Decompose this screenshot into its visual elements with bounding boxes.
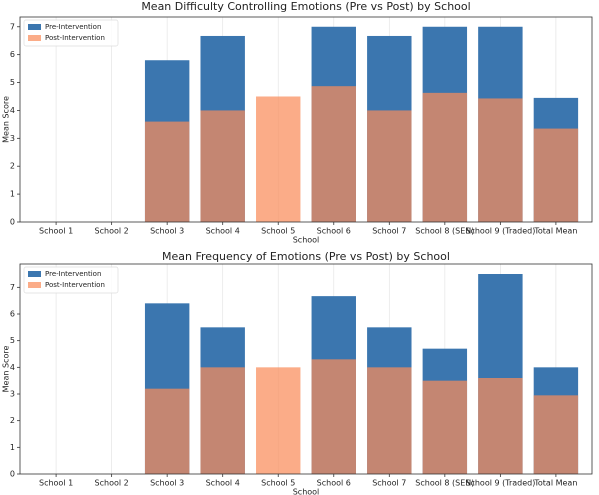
x-tick-label: School 8 (SEN) — [415, 479, 474, 488]
x-tick-label: School 3 — [150, 479, 184, 488]
legend-label: Post-Intervention — [45, 281, 105, 289]
bar — [422, 92, 468, 222]
y-tick-label: 5 — [10, 336, 15, 345]
bar — [311, 86, 356, 222]
x-tick-label: School 1 — [39, 227, 73, 236]
bar — [144, 388, 190, 474]
bar — [144, 121, 190, 222]
x-tick-label: Total Mean — [533, 479, 577, 488]
y-tick-label: 0 — [10, 470, 15, 479]
chart: 0 1 2 3 4 5 6 7 School 1 School 2 School 3 School 4… — [2, 250, 593, 495]
legend-label: Pre-Intervention — [45, 270, 101, 278]
x-tick-label: School 6 — [317, 227, 351, 236]
chart-title: Mean Difficulty Controlling Emotions (Pr… — [141, 0, 470, 13]
y-tick-label: 2 — [10, 416, 15, 425]
x-tick-label: School 2 — [95, 227, 129, 236]
y-tick-label: 4 — [10, 363, 15, 372]
x-axis-label: School — [293, 488, 320, 495]
x-tick-label: School 8 (SEN) — [415, 227, 474, 236]
x-tick-label: School 4 — [206, 479, 240, 488]
plot-frame — [19, 16, 593, 223]
y-tick-label: 3 — [10, 134, 15, 143]
bar — [311, 359, 356, 474]
x-tick-label: School 7 — [372, 227, 406, 236]
bar — [200, 367, 245, 474]
x-tick-label: School 9 (Traded) — [465, 479, 535, 488]
bar — [422, 380, 468, 474]
y-tick-label: 7 — [10, 283, 15, 292]
x-tick-label: School 5 — [261, 479, 295, 488]
y-tick-label: 0 — [10, 218, 15, 227]
y-tick-label: 1 — [10, 443, 15, 452]
x-axis-label: School — [293, 236, 320, 245]
x-tick-label: School 4 — [206, 227, 240, 236]
y-tick-label: 6 — [10, 310, 15, 319]
x-tick-label: School 6 — [317, 479, 351, 488]
bar — [367, 367, 412, 474]
bar — [478, 378, 523, 474]
bar — [367, 110, 412, 222]
x-tick-label: School 2 — [95, 479, 129, 488]
x-tick-label: School 5 — [261, 227, 295, 236]
chart-title: Mean Frequency of Emotions (Pre vs Post)… — [162, 250, 450, 263]
bar — [533, 128, 579, 222]
x-tick-label: School 9 (Traded) — [465, 227, 535, 236]
y-tick-label: 7 — [10, 22, 15, 31]
x-tick-label: School 1 — [39, 479, 73, 488]
legend-swatch — [28, 24, 41, 30]
chart: 0 1 2 3 4 5 6 7 School 1 School 2 School 3 School 4… — [2, 0, 593, 245]
legend-label: Post-Intervention — [45, 34, 105, 42]
x-tick-label: School 7 — [372, 479, 406, 488]
bar — [256, 96, 301, 222]
legend-box — [23, 19, 119, 47]
y-tick-label: 1 — [10, 190, 15, 199]
y-axis-label: Mean Score — [2, 96, 11, 143]
x-tick-label: Total Mean — [533, 227, 577, 236]
legend-swatch — [28, 282, 41, 288]
x-tick-label: School 3 — [150, 227, 184, 236]
y-tick-label: 5 — [10, 78, 15, 87]
legend-swatch — [28, 271, 41, 277]
y-tick-label: 3 — [10, 390, 15, 399]
bar — [256, 367, 301, 474]
bar — [478, 98, 523, 222]
legend-box — [23, 266, 119, 294]
legend-label: Pre-Intervention — [45, 23, 101, 31]
y-tick-label: 6 — [10, 50, 15, 59]
legend-swatch — [28, 35, 41, 41]
y-axis-label: Mean Score — [2, 346, 11, 393]
bar — [200, 110, 245, 222]
y-tick-label: 2 — [10, 162, 15, 171]
plot-frame — [19, 263, 593, 475]
y-tick-label: 4 — [10, 106, 15, 115]
bar — [533, 395, 579, 474]
